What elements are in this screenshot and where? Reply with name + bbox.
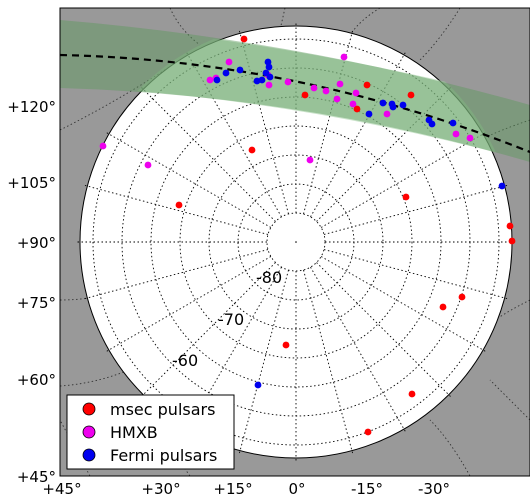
plot-frame: [59, 7, 530, 477]
msec-pulsar-point: [407, 91, 415, 99]
galactic-plane-line: [60, 53, 530, 154]
msec-pulsar-point: [458, 293, 466, 301]
hmxb-point: [466, 134, 474, 142]
pole-marker: [295, 241, 297, 243]
grid-spoke: [310, 266, 412, 442]
grid-spoke: [316, 262, 459, 405]
fermi-pulsar-point: [266, 73, 274, 81]
msec-pulsar-point: [439, 303, 447, 311]
grid-spoke: [180, 266, 282, 442]
hmxb-point: [340, 53, 348, 61]
msec-pulsar-point: [282, 341, 290, 349]
grid-spoke: [303, 269, 356, 461]
hmxb-point: [333, 95, 341, 103]
fermi-pulsar-point: [253, 77, 261, 85]
msec-pulsar-point: [353, 105, 361, 113]
fermi-pulsar-point: [236, 66, 244, 74]
msec-pulsar-point: [240, 35, 248, 43]
dec-label-80: -80: [256, 268, 282, 287]
grid-spoke: [303, 23, 356, 215]
hmxb-point: [206, 76, 214, 84]
fermi-pulsar-point: [265, 63, 273, 71]
grid-spoke: [320, 126, 496, 228]
grid-spoke: [236, 269, 289, 461]
grid-spoke: [323, 249, 515, 302]
legend-label-hmxb: HMXB: [110, 423, 158, 442]
legend-marker-hmxb: [82, 425, 96, 439]
grid-spoke: [323, 182, 515, 235]
hmxb-point: [452, 130, 460, 138]
hmxb-point: [349, 100, 357, 108]
fermi-pulsar-point: [213, 76, 221, 84]
hmxb-point: [322, 87, 330, 95]
msec-pulsar-point: [301, 91, 309, 99]
grid-spoke: [133, 262, 276, 405]
grid-spoke: [96, 256, 272, 358]
y-tick-120: +120°: [7, 98, 56, 116]
msec-pulsar-point: [363, 81, 371, 89]
dec-label-60: -60: [172, 351, 198, 370]
y-tick-45: +45°: [17, 468, 56, 486]
hmxb-point: [284, 78, 292, 86]
fermi-pulsar-point: [389, 103, 397, 111]
x-tick-m30: -30°: [418, 480, 450, 498]
x-tick-45: +45°: [42, 480, 81, 498]
grid-spoke: [77, 249, 269, 302]
galactic-plane-band-outer: [60, 20, 530, 162]
grid-spoke: [77, 182, 269, 235]
hmxb-point: [265, 81, 273, 89]
msec-pulsar-point: [364, 428, 372, 436]
grid-spoke: [310, 42, 412, 218]
grid-spoke: [180, 42, 282, 218]
fermi-pulsar-point: [428, 120, 436, 128]
y-tick-105: +105°: [7, 174, 56, 192]
msec-pulsar-point: [248, 146, 256, 154]
y-tick-90: +90°: [17, 234, 56, 252]
hmxb-point: [310, 84, 318, 92]
x-tick-0: 0°: [288, 480, 305, 498]
hmxb-point: [225, 58, 233, 66]
legend-label-msec: msec pulsars: [110, 400, 215, 419]
fermi-pulsar-point: [254, 381, 262, 389]
hmxb-point: [306, 156, 314, 164]
y-tick-75: +75°: [17, 294, 56, 312]
fermi-pulsar-point: [379, 99, 387, 107]
x-tick-30: +30°: [141, 480, 180, 498]
msec-pulsar-point: [408, 390, 416, 398]
msec-pulsar-point: [508, 237, 516, 245]
msec-pulsar-point: [402, 193, 410, 201]
grid-spoke: [96, 126, 272, 228]
fermi-pulsar-point: [449, 119, 457, 127]
grid-spoke: [236, 23, 289, 215]
legend-marker-msec: [82, 402, 96, 416]
grid-spoke: [133, 79, 276, 222]
msec-pulsar-point: [506, 222, 514, 230]
fermi-pulsar-point: [222, 69, 230, 77]
fermi-pulsar-point: [365, 110, 373, 118]
x-tick-15: +15°: [213, 480, 252, 498]
hmxb-point: [99, 142, 107, 150]
hmxb-point: [144, 161, 152, 169]
grid-spoke: [316, 79, 459, 222]
fermi-pulsar-point: [399, 101, 407, 109]
grid-spoke: [320, 256, 496, 358]
hmxb-point: [383, 110, 391, 118]
hmxb-point: [352, 89, 360, 97]
fermi-pulsar-point: [498, 182, 506, 190]
hmxb-point: [336, 80, 344, 88]
msec-pulsar-point: [175, 201, 183, 209]
legend-label-fermi: Fermi pulsars: [110, 446, 217, 465]
dec-label-70: -70: [218, 310, 244, 329]
y-tick-60: +60°: [17, 371, 56, 389]
legend-marker-fermi: [82, 448, 96, 462]
legend: msec pulsars HMXB Fermi pulsars: [66, 394, 235, 470]
x-tick-m15: -15°: [351, 480, 383, 498]
